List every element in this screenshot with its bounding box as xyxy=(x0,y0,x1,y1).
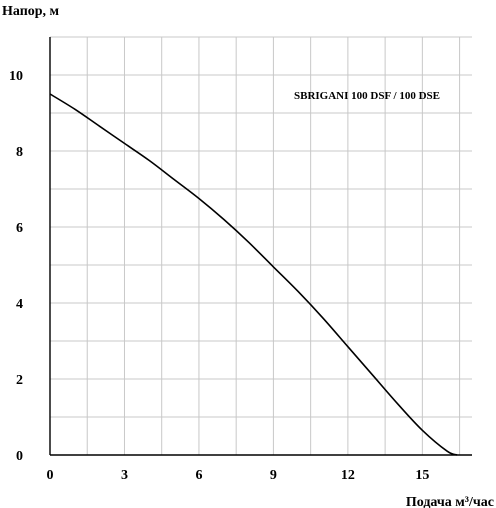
chart-annotation: SBRIGANI 100 DSF / 100 DSE xyxy=(294,90,440,102)
y-tick-label: 10 xyxy=(9,69,23,84)
y-tick-label: 0 xyxy=(16,449,23,464)
y-axis-title: Напор, м xyxy=(2,4,60,19)
x-tick-label: 12 xyxy=(341,468,355,483)
y-tick-label: 2 xyxy=(16,373,23,388)
y-tick-label: 4 xyxy=(16,297,23,312)
series xyxy=(49,93,458,456)
tick-labels: 0 3 6 9 12 15 0 2 4 6 8 10 xyxy=(9,69,429,483)
axes xyxy=(49,37,472,456)
y-tick-label: 6 xyxy=(16,221,23,236)
x-tick-label: 3 xyxy=(121,468,128,483)
y-tick-label: 8 xyxy=(16,145,23,160)
x-tick-label: 15 xyxy=(415,468,429,483)
x-axis-title: Подача м³/час xyxy=(406,495,494,508)
series-line xyxy=(49,93,458,456)
x-tick-label: 9 xyxy=(270,468,277,483)
x-tick-label: 0 xyxy=(47,468,54,483)
x-tick-label: 6 xyxy=(195,468,202,483)
